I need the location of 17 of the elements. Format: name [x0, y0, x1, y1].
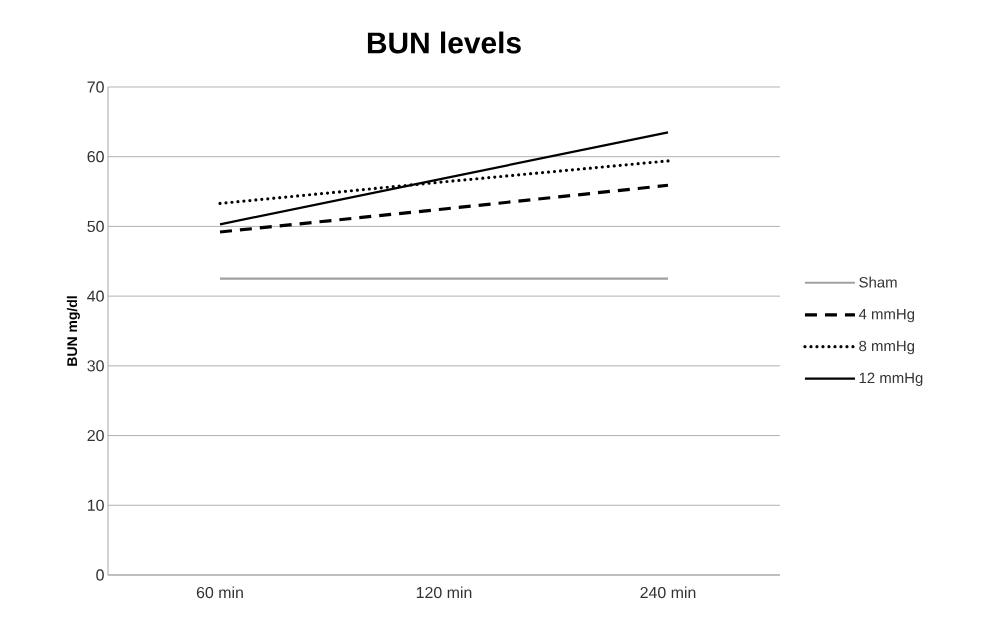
legend-label: 8 mmHg	[859, 340, 915, 355]
y-tick-label: 30	[87, 360, 104, 372]
x-tick-label: 120 min	[416, 586, 472, 599]
legend-label: 4 mmHg	[858, 308, 915, 323]
y-tick-label: 40	[87, 290, 104, 302]
y-tick-label: 60	[87, 151, 104, 163]
legend-label: 12 mmHg	[859, 372, 923, 387]
legend-label: Sham	[859, 276, 897, 288]
y-tick-label: 10	[87, 499, 104, 511]
y-tick-label: 20	[87, 429, 104, 442]
x-tick-label: 240 min	[640, 586, 696, 599]
y-tick-label: 70	[87, 81, 104, 93]
chart-title: BUN levels	[367, 31, 521, 54]
y-axis-title: BUN mg/dl	[66, 296, 80, 366]
y-tick-label: 0	[96, 569, 104, 581]
y-tick-label: 50	[87, 220, 104, 233]
x-tick-label: 60 min	[196, 586, 243, 599]
